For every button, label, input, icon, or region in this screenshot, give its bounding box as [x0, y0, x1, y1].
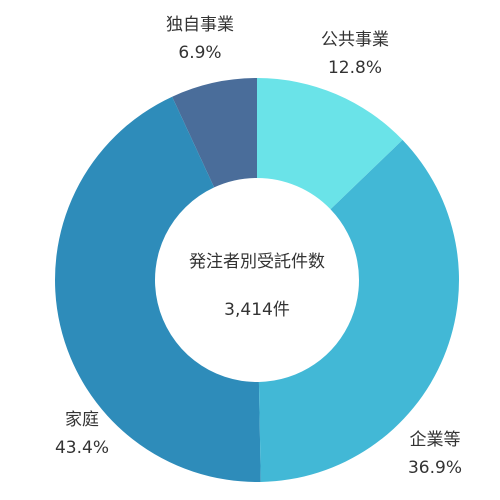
- slice-value-label: 36.9%: [408, 458, 462, 478]
- donut-slice: [257, 78, 403, 210]
- donut-slice: [258, 139, 459, 482]
- slice-value-label: 43.4%: [55, 438, 109, 458]
- center-value: 3,414件: [224, 300, 290, 320]
- slice-label: 企業等: [410, 430, 461, 450]
- donut-slice: [55, 96, 261, 483]
- slice-label: 独自事業: [166, 15, 234, 35]
- slice-label: 公共事業: [321, 30, 389, 50]
- slice-value-label: 12.8%: [328, 58, 382, 78]
- slice-label: 家庭: [65, 410, 99, 430]
- slice-value-label: 6.9%: [178, 43, 221, 63]
- center-title: 発注者別受託件数: [189, 252, 325, 272]
- donut-slice: [172, 78, 257, 188]
